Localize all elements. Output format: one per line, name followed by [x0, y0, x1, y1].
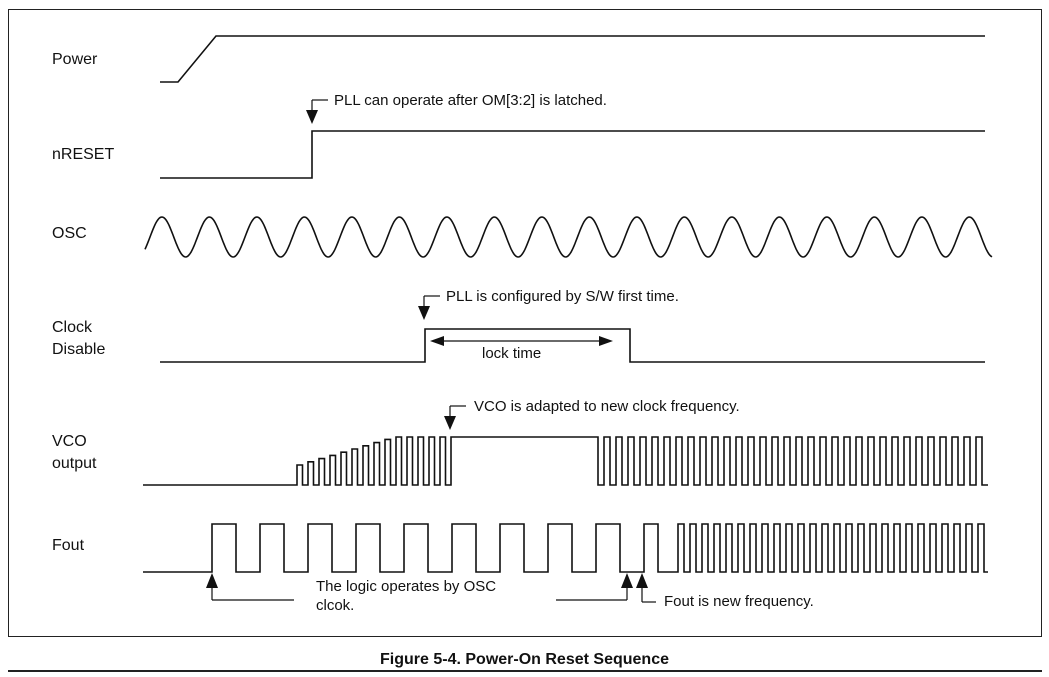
lock-time-arrow: [430, 336, 613, 346]
signal-label-nreset: nRESET: [52, 146, 115, 163]
power-waveform: [160, 35, 985, 83]
annotation-logic-osc-line1: The logic operates by OSC: [316, 578, 497, 595]
caption-rule: [8, 670, 1042, 672]
annotation-lock-time: lock time: [482, 345, 542, 362]
figure-frame: [8, 9, 1042, 637]
figure-caption: Figure 5-4. Power-On Reset Sequence: [380, 651, 669, 668]
fout-osc-arrow: [206, 573, 294, 601]
fout-waveform: [143, 523, 988, 573]
vco-pointer: [444, 405, 466, 430]
clock-disable-waveform: [160, 328, 985, 363]
signal-label-clock-disable-line1: Clock: [52, 319, 93, 336]
signal-label-vco-line1: VCO: [52, 433, 87, 450]
vco-output-waveform: [143, 436, 988, 486]
fout-osc-end-arrow: [556, 573, 633, 601]
signal-label-fout: Fout: [52, 537, 85, 554]
signal-label-clock-disable-line2: Disable: [52, 341, 106, 358]
nreset-waveform: [160, 130, 985, 179]
annotation-vco-adapted: VCO is adapted to new clock frequency.: [474, 398, 740, 415]
nreset-pointer: [306, 99, 328, 124]
annotation-fout-new: Fout is new frequency.: [664, 593, 814, 610]
signal-label-osc: OSC: [52, 225, 87, 242]
annotation-pll-operate: PLL can operate after OM[3:2] is latched…: [334, 92, 607, 109]
annotation-logic-osc-line2: clcok.: [316, 597, 355, 614]
osc-waveform: [144, 216, 993, 258]
signal-label-power: Power: [52, 51, 98, 68]
annotation-pll-configured: PLL is configured by S/W first time.: [446, 288, 679, 305]
signal-label-vco-line2: output: [52, 455, 97, 472]
fout-new-arrow: [636, 573, 656, 603]
clock-disable-pointer: [418, 295, 440, 320]
